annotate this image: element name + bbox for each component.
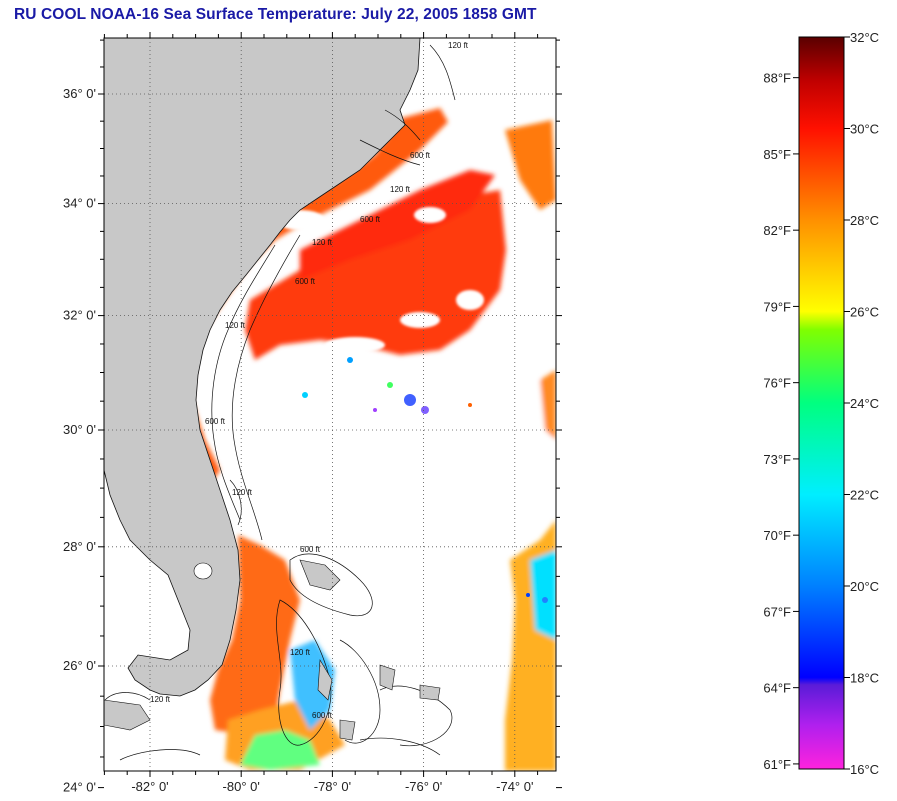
lat-label: 24° 0' [63,780,96,795]
fahrenheit-label: 67°F [763,604,791,619]
lon-label: -78° 0' [314,779,351,794]
colorbar-gradient [799,37,844,769]
contour-labels: 120 ft 600 ft 120 ft 600 ft 120 ft 600 ft 120 … [150,41,469,720]
lon-label: -82° 0' [131,779,168,794]
longitude-labels: -82° 0' -80° 0' -78° 0' -76° 0' -74° 0' [131,779,533,794]
lake-okeechobee [193,562,213,580]
celsius-label: 16°C [850,762,879,777]
us-landmass [104,38,421,697]
fahrenheit-label: 73°F [763,452,791,467]
fahrenheit-label: 88°F [763,71,791,86]
bathymetry-contours [104,44,456,761]
islands [104,559,441,741]
fahrenheit-label: 85°F [763,147,791,162]
colorbar-fahrenheit-labels: 88°F 85°F 82°F 79°F 76°F 73°F 70°F 67°F 64°F 61°F [763,71,791,772]
contour-label: 600 ft [205,417,226,426]
celsius-label: 20°C [850,579,879,594]
axis-ticks [98,32,562,789]
lat-label: 28° 0' [63,539,96,554]
fahrenheit-label: 61°F [763,757,791,772]
contour-label: 120 ft [232,488,253,497]
lat-label: 36° 0' [63,86,96,101]
contour-label: 600 ft [410,151,431,160]
contour-label: 600 ft [360,215,381,224]
contour-label: 120 ft [225,321,246,330]
contour-label: 600 ft [300,545,321,554]
map-title: RU COOL NOAA-16 Sea Surface Temperature:… [14,6,537,23]
fahrenheit-label: 70°F [763,528,791,543]
map-panel: 120 ft 600 ft 120 ft 600 ft 120 ft 600 ft 120 … [104,38,556,771]
celsius-label: 24°C [850,396,879,411]
latitude-labels: 36° 0' 34° 0' 32° 0' 30° 0' 28° 0' 26° 0' 24° … [63,86,96,795]
colorbar-ticks [793,36,850,770]
fahrenheit-label: 64°F [763,681,791,696]
colorbar: 32°C 30°C 28°C 26°C 24°C 22°C 20°C 18°C 16°C 88°… [763,30,879,777]
contour-label: 600 ft [295,277,316,286]
colorbar-celsius-labels: 32°C 30°C 28°C 26°C 24°C 22°C 20°C 18°C 16°C [850,30,879,777]
lon-label: -74° 0' [496,779,533,794]
graticule [104,38,556,771]
lon-label: -76° 0' [405,779,442,794]
cloud-edge-specks [302,357,548,603]
lat-label: 30° 0' [63,422,96,437]
celsius-label: 30°C [850,122,879,137]
contour-label: 600 ft [312,711,333,720]
contour-label: 120 ft [150,695,171,704]
lat-label: 34° 0' [63,196,96,211]
celsius-label: 26°C [850,305,879,320]
contour-label: 120 ft [390,185,411,194]
fahrenheit-label: 82°F [763,223,791,238]
fahrenheit-label: 79°F [763,299,791,314]
fahrenheit-label: 76°F [763,376,791,391]
contour-label: 120 ft [290,648,311,657]
lat-label: 32° 0' [63,308,96,323]
lat-label: 26° 0' [63,658,96,673]
contour-label: 120 ft [312,238,333,247]
contour-label: 120 ft [448,41,469,50]
celsius-label: 32°C [850,30,879,45]
celsius-label: 18°C [850,671,879,686]
map-frame [103,37,557,772]
celsius-label: 22°C [850,488,879,503]
celsius-label: 28°C [850,213,879,228]
lon-label: -80° 0' [223,779,260,794]
